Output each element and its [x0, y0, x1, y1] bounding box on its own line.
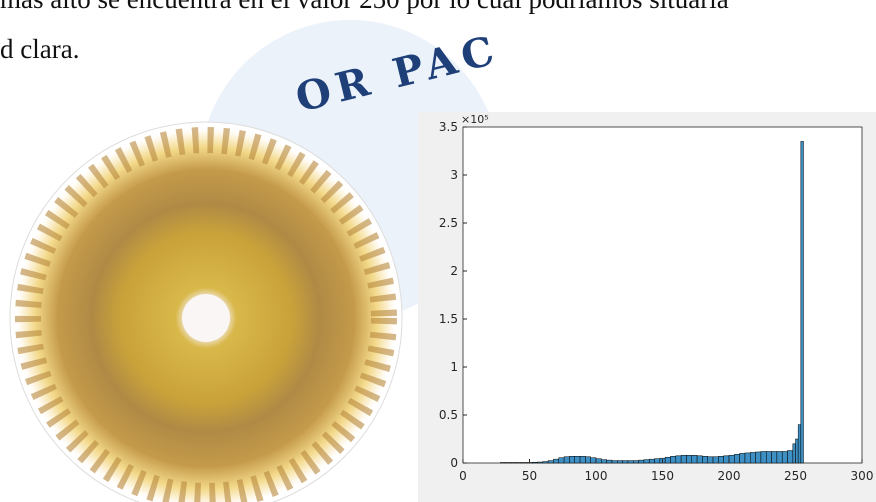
x-tick-label: 200: [718, 469, 741, 483]
bar: [649, 459, 654, 463]
bar: [750, 452, 755, 463]
figure: OR PAC 05010015020025030000.511.522.533.…: [0, 0, 876, 502]
y-tick-label: 1: [450, 360, 458, 374]
x-tick-label: 300: [851, 469, 874, 483]
bar: [801, 141, 804, 463]
histogram: 0 50 100 150 200 250 300 0 0.5 1 1.5 2 2.5 3 3.5×10⁵: [439, 113, 874, 483]
colony-center: [182, 294, 230, 342]
bar: [628, 461, 633, 463]
bar: [724, 456, 729, 463]
bar: [761, 451, 766, 463]
y-tick-label: 2: [450, 264, 458, 278]
y-tick-label: 1.5: [439, 312, 458, 326]
bar: [655, 459, 660, 463]
bar: [708, 457, 713, 463]
bar: [665, 457, 670, 463]
bar: [564, 457, 569, 463]
bar: [575, 456, 580, 463]
bar: [644, 460, 649, 463]
y-tick-label: 2.5: [439, 216, 458, 230]
bar: [782, 451, 787, 463]
bar: [734, 454, 739, 463]
bar: [569, 456, 574, 463]
bar: [713, 457, 718, 463]
bar: [692, 455, 697, 463]
document-page: más alto se encuentra en el valor 250 po…: [0, 0, 876, 502]
bar: [788, 451, 793, 463]
y-exponent: ×10⁵: [461, 113, 489, 126]
y-tick-label: 3.5: [439, 120, 458, 134]
x-tick-label: 100: [585, 469, 608, 483]
bar: [633, 461, 638, 463]
bar: [532, 462, 537, 463]
bar: [543, 462, 548, 463]
bar: [798, 425, 801, 463]
bar: [777, 451, 782, 463]
bar: [729, 455, 734, 463]
y-tick-label: 0.5: [439, 408, 458, 422]
bar: [670, 456, 675, 463]
x-tick-label: 150: [651, 469, 674, 483]
x-tick-label: 0: [459, 469, 467, 483]
bar: [702, 456, 707, 463]
x-tick-label: 50: [522, 469, 537, 483]
bar: [537, 462, 542, 463]
bar: [639, 460, 644, 463]
x-tick-label: 250: [784, 469, 807, 483]
bar: [548, 461, 553, 463]
bar: [681, 455, 686, 463]
bar: [612, 461, 617, 463]
bar: [601, 460, 606, 463]
bar: [686, 455, 691, 463]
bar: [596, 459, 601, 463]
bar: [585, 457, 590, 463]
y-tick-label: 3: [450, 168, 458, 182]
bar: [607, 460, 612, 463]
bar: [676, 456, 681, 463]
bar: [559, 458, 564, 463]
bar: [553, 459, 558, 463]
bar: [580, 456, 585, 463]
bar: [623, 461, 628, 463]
bar: [756, 452, 761, 463]
bar: [697, 456, 702, 463]
bar: [766, 451, 771, 463]
bar: [718, 456, 723, 463]
y-tick-label: 0: [450, 456, 458, 470]
bar: [772, 451, 777, 463]
bar: [740, 453, 745, 463]
bar: [617, 461, 622, 463]
bar: [591, 458, 596, 463]
bar: [745, 453, 750, 463]
